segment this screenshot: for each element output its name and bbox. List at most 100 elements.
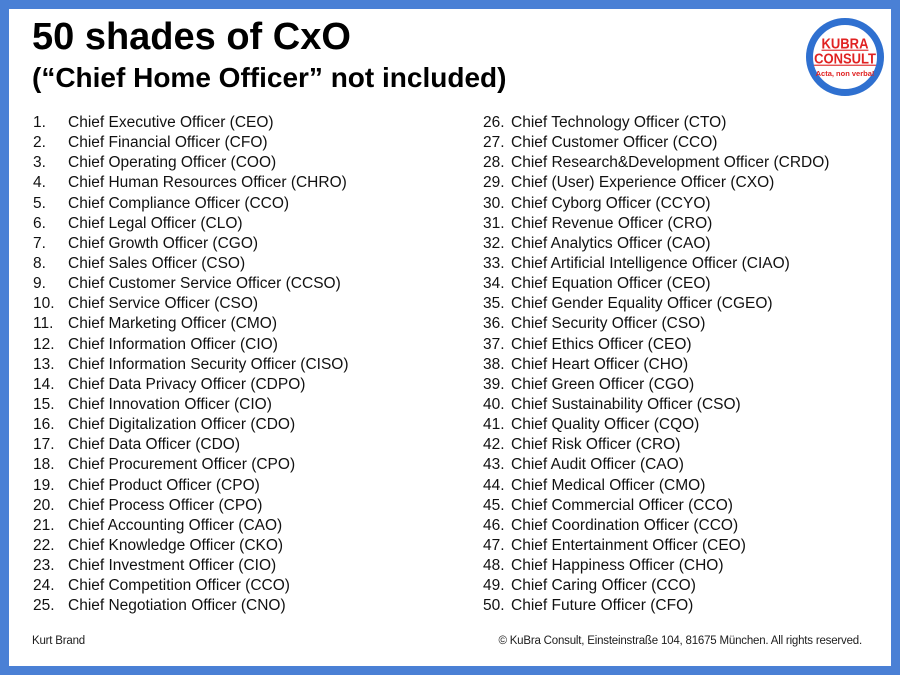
list-item-label: Chief Green Officer (CGO) — [511, 375, 695, 393]
list-item: 22. Chief Knowledge Officer (CKO) — [33, 536, 349, 556]
list-item: 6. Chief Legal Officer (CLO) — [33, 214, 349, 234]
list-item: 39. Chief Green Officer (CGO) — [483, 375, 829, 395]
logo-tagline: Acta, non verba! — [815, 69, 875, 78]
list-item: 46. Chief Coordination Officer (CCO) — [483, 516, 829, 536]
list-item-number: 43. — [483, 456, 505, 474]
list-item: 37. Chief Ethics Officer (CEO) — [483, 335, 829, 355]
list-item-label: Chief Research&Development Officer (CRDO… — [511, 154, 830, 172]
list-item-label: Chief Process Officer (CPO) — [68, 496, 263, 514]
list-item-label: Chief Future Officer (CFO) — [511, 597, 694, 615]
list-item: 34. Chief Equation Officer (CEO) — [483, 274, 829, 294]
list-item-label: Chief Marketing Officer (CMO) — [68, 315, 278, 333]
list-item-number: 30. — [483, 194, 505, 212]
list-item-number: 13. — [33, 355, 55, 373]
list-item-number: 8. — [33, 254, 46, 272]
list-item-label: Chief Audit Officer (CAO) — [511, 456, 684, 474]
list-item-label: Chief Competition Officer (CCO) — [68, 577, 290, 595]
list-item-number: 42. — [483, 436, 505, 454]
list-item-number: 17. — [33, 436, 55, 454]
list-item: 9. Chief Customer Service Officer (CCSO) — [33, 274, 349, 294]
list-item-number: 1. — [33, 114, 46, 131]
list-item: 50. Chief Future Officer (CFO) — [483, 596, 829, 616]
list-item: 14. Chief Data Privacy Officer (CDPO) — [33, 375, 349, 395]
list-item: 26. Chief Technology Officer (CTO) — [483, 113, 829, 133]
list-item-label: Chief Compliance Officer (CCO) — [68, 194, 290, 212]
list-item-number: 18. — [33, 456, 55, 474]
list-item-number: 15. — [33, 395, 55, 413]
list-item: 42. Chief Risk Officer (CRO) — [483, 435, 829, 455]
list-item-number: 4. — [33, 174, 46, 192]
list-item-label: Chief Sales Officer (CSO) — [68, 254, 246, 272]
kubra-consult-logo: KUBRA CONSULT Acta, non verba! — [806, 18, 884, 96]
list-item-number: 14. — [33, 375, 55, 393]
list-item: 25. Chief Negotiation Officer (CNO) — [33, 596, 349, 616]
list-item-label: Chief Human Resources Officer (CHRO) — [68, 174, 347, 192]
list-item-number: 6. — [33, 214, 46, 232]
list-item-label: Chief Investment Officer (CIO) — [68, 557, 277, 575]
list-item-number: 2. — [33, 134, 46, 152]
list-item-label: Chief Analytics Officer (CAO) — [511, 234, 711, 252]
cxo-list-right: 26. Chief Technology Officer (CTO) 27. Chie… — [483, 113, 829, 617]
list-item-number: 23. — [33, 557, 55, 575]
list-item: 20. Chief Process Officer (CPO) — [33, 496, 349, 516]
list-item: 29. Chief (User) Experience Officer (CXO) — [483, 173, 829, 193]
list-item: 27. Chief Customer Officer (CCO) — [483, 133, 829, 153]
list-item-label: Chief Sustainability Officer (CSO) — [511, 395, 741, 413]
list-item-number: 19. — [33, 476, 55, 494]
list-item: 3. Chief Operating Officer (COO) — [33, 153, 349, 173]
list-item: 2. Chief Financial Officer (CFO) — [33, 133, 349, 153]
list-item-number: 38. — [483, 355, 505, 373]
list-item: 35. Chief Gender Equality Officer (CGEO) — [483, 294, 829, 314]
list-item-label: Chief Coordination Officer (CCO) — [511, 516, 739, 534]
list-item: 7. Chief Growth Officer (CGO) — [33, 234, 349, 254]
list-item-label: Chief Executive Officer (CEO) — [68, 114, 274, 131]
list-item-number: 36. — [483, 315, 505, 333]
list-item-label: Chief Ethics Officer (CEO) — [511, 335, 692, 353]
list-item-label: Chief Cyborg Officer (CCYO) — [511, 194, 711, 212]
list-item-label: Chief Medical Officer (CMO) — [511, 476, 706, 494]
list-item: 44. Chief Medical Officer (CMO) — [483, 476, 829, 496]
list-item: 4. Chief Human Resources Officer (CHRO) — [33, 173, 349, 193]
list-item-label: Chief Quality Officer (CQO) — [511, 416, 700, 434]
list-item-number: 25. — [33, 597, 55, 615]
list-item: 1. Chief Executive Officer (CEO) — [33, 113, 349, 133]
list-item-label: Chief Customer Officer (CCO) — [511, 134, 718, 152]
list-item-number: 34. — [483, 275, 505, 293]
list-item: 32. Chief Analytics Officer (CAO) — [483, 234, 829, 254]
list-item-number: 9. — [33, 275, 46, 293]
list-item: 18. Chief Procurement Officer (CPO) — [33, 455, 349, 475]
list-item: 41. Chief Quality Officer (CQO) — [483, 415, 829, 435]
list-item: 10. Chief Service Officer (CSO) — [33, 294, 349, 314]
footer-author: Kurt Brand — [32, 635, 85, 647]
list-item-number: 35. — [483, 295, 505, 313]
list-item-label: Chief Security Officer (CSO) — [511, 315, 706, 333]
list-item-number: 48. — [483, 557, 505, 575]
list-item-number: 47. — [483, 536, 505, 554]
list-item-number: 12. — [33, 335, 55, 353]
list-item-number: 22. — [33, 536, 55, 554]
list-item-label: Chief Equation Officer (CEO) — [511, 275, 711, 293]
list-item: 5. Chief Compliance Officer (CCO) — [33, 194, 349, 214]
list-item-number: 21. — [33, 516, 55, 534]
list-item-label: Chief Information Officer (CIO) — [68, 335, 278, 353]
list-item: 45. Chief Commercial Officer (CCO) — [483, 496, 829, 516]
list-item: 30. Chief Cyborg Officer (CCYO) — [483, 194, 829, 214]
list-item: 36. Chief Security Officer (CSO) — [483, 314, 829, 334]
list-item-label: Chief Happiness Officer (CHO) — [511, 557, 724, 575]
list-item-number: 16. — [33, 416, 55, 434]
list-item-label: Chief Innovation Officer (CIO) — [68, 395, 272, 413]
list-item-number: 33. — [483, 254, 505, 272]
list-item-label: Chief Data Officer (CDO) — [68, 436, 240, 454]
list-item-number: 44. — [483, 476, 505, 494]
list-item: 40. Chief Sustainability Officer (CSO) — [483, 395, 829, 415]
list-item-label: Chief Digitalization Officer (CDO) — [68, 416, 296, 434]
list-item-label: Chief Knowledge Officer (CKO) — [68, 536, 284, 554]
list-item-label: Chief Information Security Officer (CISO… — [68, 355, 349, 373]
list-item: 23. Chief Investment Officer (CIO) — [33, 556, 349, 576]
list-item: 16. Chief Digitalization Officer (CDO) — [33, 415, 349, 435]
list-item-number: 5. — [33, 194, 46, 212]
cxo-list-left: 1. Chief Executive Officer (CEO) 2. Chief F… — [33, 113, 349, 617]
logo-text-kubra: KUBRA — [821, 35, 869, 52]
list-item-number: 45. — [483, 496, 505, 514]
